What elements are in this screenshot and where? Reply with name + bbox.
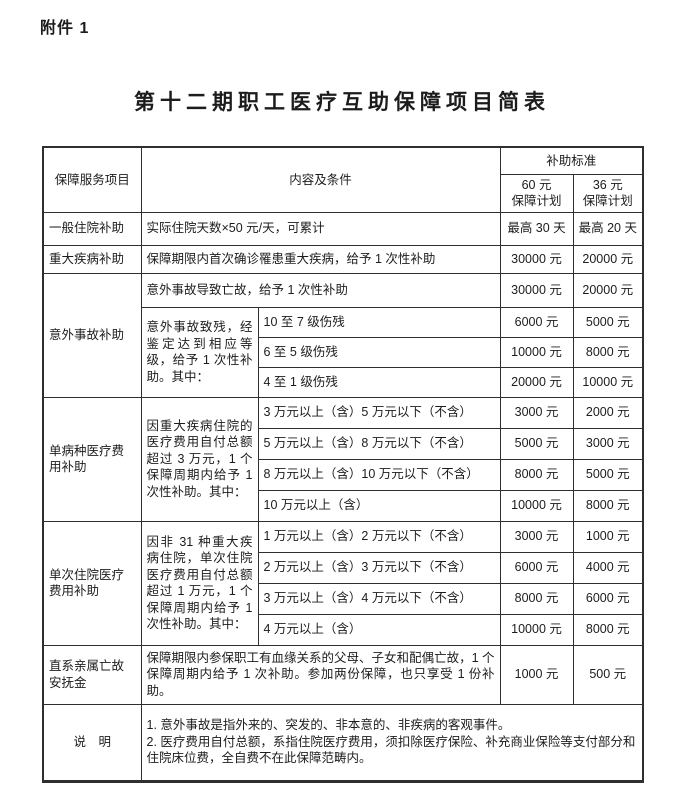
- note-line-1: 1. 意外事故是指外来的、突发的、非本意的、非疾病的客观事件。: [146, 718, 511, 733]
- content-major-disease: 保障期限内首次确诊罹患重大疾病，给予 1 次性补助: [140, 244, 501, 274]
- value-60-single-disease-1: 3000 元: [499, 396, 574, 429]
- content-single-hosp-intro: 因非 31 种重大疾病住院，单次住院医疗费用自付总额超过 1 万元，1 个保障周…: [140, 520, 259, 646]
- row-notes: 说 明 1. 意外事故是指外来的、突发的、非本意的、非疾病的客观事件。 2. 医…: [42, 703, 644, 782]
- attachment-label: 附件 1: [40, 20, 90, 37]
- row-single-disease-tier-3: 8 万元以上（含）10 万元以下（不含） 8000 元 5000 元: [43, 458, 644, 491]
- range-single-hosp-1: 1 万元以上（含）2 万元以下（不含）: [257, 520, 501, 553]
- value-36-single-disease-3: 5000 元: [572, 458, 644, 491]
- value-36-single-hosp-2: 4000 元: [572, 551, 644, 584]
- value-60-disability-2: 10000 元: [499, 336, 574, 368]
- content-accident-disability-intro: 意外事故致残，经鉴定达到相应等级，给予 1 次性补助。其中：: [140, 306, 259, 398]
- row-disability-level-2: 6 至 5 级伤残 10000 元 8000 元: [43, 336, 644, 368]
- range-disability-2: 6 至 5 级伤残: [257, 336, 501, 368]
- value-36-family-death: 500 元: [572, 644, 644, 705]
- range-disability-1: 10 至 7 级伤残: [257, 306, 501, 338]
- range-single-hosp-2: 2 万元以上（含）3 万元以下（不含）: [257, 551, 501, 584]
- page-title: 第十二期职工医疗互助保障项目简表: [134, 91, 550, 114]
- header-content: 内容及条件: [140, 146, 501, 213]
- row-single-disease-tier-2: 5 万元以上（含）8 万元以下（不含） 5000 元 3000 元: [43, 427, 644, 460]
- row-accident-death: 意外事故补助 意外事故导致亡故，给予 1 次性补助 30000 元 20000 …: [42, 272, 644, 398]
- range-single-disease-3: 8 万元以上（含）10 万元以下（不含）: [257, 458, 501, 491]
- row-disability-level-3: 4 至 1 级伤残 20000 元 10000 元: [43, 366, 644, 398]
- range-single-disease-2: 5 万元以上（含）8 万元以下（不含）: [257, 427, 501, 460]
- value-60-general: 最高 30 天: [499, 211, 574, 246]
- value-60-single-hosp-1: 3000 元: [499, 520, 574, 553]
- item-general: 一般住院补助: [42, 211, 142, 246]
- value-60-single-disease-3: 8000 元: [499, 458, 574, 491]
- content-family-death: 保障期限内参保职工有血缘关系的父母、子女和配偶亡故，1 个保障周期内给予 1 次…: [140, 644, 501, 705]
- row-single-disease-tier-1: 单病种医疗费用补助 因重大疾病住院的医疗费用自付总额超过 3 万元，1 个保障周…: [42, 396, 644, 522]
- item-major-disease: 重大疾病补助: [42, 244, 142, 274]
- header-row-1: 保障服务项目 内容及条件 补助标准: [42, 146, 644, 213]
- content-accident-death: 意外事故导致亡故，给予 1 次性补助: [140, 272, 501, 308]
- range-single-hosp-3: 3 万元以上（含）4 万元以下（不含）: [257, 582, 501, 615]
- row-family-death: 直系亲属亡故安抚金 保障期限内参保职工有血缘关系的父母、子女和配偶亡故，1 个保…: [42, 644, 644, 705]
- item-family-death: 直系亲属亡故安抚金: [42, 644, 142, 705]
- header-subsidy-standard: 补助标准: [499, 146, 644, 175]
- row-general-hospitalization: 一般住院补助 实际住院天数×50 元/天，可累计 最高 30 天 最高 20 天: [42, 211, 644, 246]
- row-major-disease: 重大疾病补助 保障期限内首次确诊罹患重大疾病，给予 1 次性补助 30000 元…: [42, 244, 644, 274]
- value-36-major-disease: 20000 元: [572, 244, 644, 274]
- value-60-disability-1: 6000 元: [499, 306, 574, 338]
- value-36-single-hosp-3: 6000 元: [572, 582, 644, 615]
- item-notes: 说 明: [42, 703, 142, 782]
- value-60-accident-death: 30000 元: [499, 272, 574, 308]
- value-60-disability-3: 20000 元: [499, 366, 574, 398]
- content-notes: 1. 意外事故是指外来的、突发的、非本意的、非疾病的客观事件。 2. 医疗费用自…: [140, 703, 644, 782]
- value-60-single-hosp-3: 8000 元: [499, 582, 574, 615]
- value-36-single-disease-4: 8000 元: [572, 489, 644, 522]
- note-line-2: 2. 医疗费用自付总额，系指住院医疗费用，须扣除医疗保险、补充商业保险等支付部分…: [146, 734, 636, 766]
- value-36-disability-1: 5000 元: [572, 306, 644, 338]
- content-general: 实际住院天数×50 元/天，可累计: [140, 211, 501, 246]
- row-single-hosp-tier-3: 3 万元以上（含）4 万元以下（不含） 8000 元 6000 元: [43, 582, 644, 615]
- row-disability-level-1: 意外事故致残，经鉴定达到相应等级，给予 1 次性补助。其中： 10 至 7 级伤…: [43, 306, 644, 398]
- value-36-single-disease-2: 3000 元: [572, 427, 644, 460]
- value-36-disability-2: 8000 元: [572, 336, 644, 368]
- value-60-single-disease-4: 10000 元: [499, 489, 574, 522]
- header-plan-60: 60 元 保障计划: [499, 173, 574, 213]
- header-service-item: 保障服务项目: [42, 146, 142, 213]
- benefits-table: 保障服务项目 内容及条件 补助标准 60 元 保障计划 36 元 保障计划 一般…: [42, 146, 645, 783]
- value-36-accident-death: 20000 元: [572, 272, 644, 308]
- range-single-disease-4: 10 万元以上（含）: [257, 489, 501, 522]
- range-single-disease-1: 3 万元以上（含）5 万元以下（不含）: [257, 396, 501, 429]
- item-single-hospitalization: 单次住院医疗费用补助: [42, 520, 142, 646]
- value-60-major-disease: 30000 元: [499, 244, 574, 274]
- value-60-single-hosp-4: 10000 元: [499, 613, 574, 646]
- header-plan-36: 36 元 保障计划: [572, 173, 644, 213]
- item-accident: 意外事故补助: [42, 272, 142, 398]
- value-60-family-death: 1000 元: [499, 644, 574, 705]
- value-36-single-hosp-1: 1000 元: [572, 520, 644, 553]
- range-disability-3: 4 至 1 级伤残: [257, 366, 501, 398]
- content-single-disease-intro: 因重大疾病住院的医疗费用自付总额超过 3 万元，1 个保障周期内给予 1 次性补…: [140, 396, 259, 522]
- value-36-disability-3: 10000 元: [572, 366, 644, 398]
- item-single-disease: 单病种医疗费用补助: [42, 396, 142, 522]
- range-single-hosp-4: 4 万元以上（含）: [257, 613, 501, 646]
- title-wrap: 第十二期职工医疗互助保障项目简表: [42, 86, 642, 116]
- value-36-single-disease-1: 2000 元: [572, 396, 644, 429]
- row-single-hosp-tier-4: 4 万元以上（含） 10000 元 8000 元: [43, 613, 644, 646]
- value-36-general: 最高 20 天: [572, 211, 644, 246]
- value-36-single-hosp-4: 8000 元: [572, 613, 644, 646]
- value-60-single-disease-2: 5000 元: [499, 427, 574, 460]
- row-single-hosp-tier-1: 单次住院医疗费用补助 因非 31 种重大疾病住院，单次住院医疗费用自付总额超过 …: [42, 520, 644, 646]
- value-60-single-hosp-2: 6000 元: [499, 551, 574, 584]
